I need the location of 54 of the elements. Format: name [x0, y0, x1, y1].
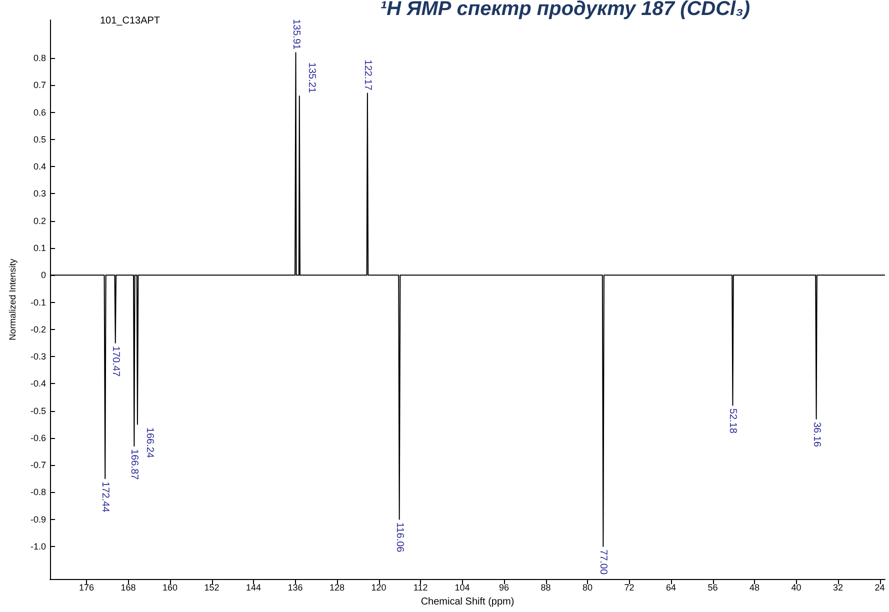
x-tick-label: 64 — [666, 582, 676, 593]
x-tick-label: 72 — [624, 582, 634, 593]
x-tick-label: 88 — [540, 582, 551, 593]
x-tick-label: 120 — [371, 582, 386, 593]
y-axis-title: Normalized Intensity — [8, 258, 18, 340]
y-tick-label: 0.1 — [33, 242, 46, 253]
y-tick-label: 0.5 — [33, 134, 46, 144]
y-tick-label: -0.1 — [30, 297, 46, 308]
y-tick-label: 0.6 — [33, 107, 46, 118]
annotation: 36.16 — [810, 422, 822, 448]
y-tick-label: -1.0 — [30, 542, 46, 552]
annotation: 77.00 — [598, 550, 609, 575]
annotation: 135.21 — [306, 62, 317, 94]
y-tick-label: -0.6 — [30, 432, 46, 443]
y-tick-label: 0.4 — [33, 162, 46, 172]
chart-title: ¹H ЯМР спектр продукту 187 (CDCl₃) — [380, 0, 750, 20]
y-tick-label: -0.8 — [30, 487, 46, 498]
y-tick-label: -0.2 — [30, 324, 46, 334]
x-tick-label: 128 — [330, 582, 345, 593]
x-axis-title: Chemical Shift (ppm) — [420, 596, 514, 608]
y-tick-label: -0.7 — [30, 460, 46, 470]
x-tick-label: 136 — [288, 582, 303, 593]
annotation: 166.24 — [144, 427, 155, 458]
x-tick-label: 144 — [246, 582, 262, 593]
y-tick-label: -0.5 — [30, 406, 46, 416]
y-tick-label: -0.4 — [30, 378, 46, 389]
x-tick-label: 24 — [874, 582, 885, 593]
annotation: 116.06 — [394, 522, 405, 553]
x-tick-label: 96 — [499, 582, 510, 593]
x-tick-label: 48 — [750, 582, 760, 593]
y-tick-label: -0.3 — [30, 352, 46, 362]
x-tick-label: 32 — [833, 582, 844, 593]
x-tick-label: 168 — [120, 582, 136, 593]
annotation: 170.47 — [110, 346, 121, 377]
x-tick-label: 176 — [79, 582, 94, 593]
y-tick-label: -0.9 — [30, 514, 46, 524]
x-tick-label: 112 — [413, 582, 428, 593]
annotation: 135.91 — [290, 18, 302, 50]
y-tick-label: 0.2 — [33, 216, 46, 226]
annotation: 172.44 — [100, 482, 111, 513]
annotation: 166.87 — [128, 449, 140, 480]
y-tick-label: 0 — [40, 270, 46, 280]
y-tick-label: 0.7 — [33, 80, 46, 90]
annotation: 122.17 — [362, 60, 373, 91]
x-tick-label: 160 — [162, 582, 178, 593]
x-tick-label: 56 — [708, 582, 718, 593]
x-tick-label: 40 — [791, 582, 802, 593]
x-tick-label: 104 — [454, 582, 470, 593]
x-tick-label: 152 — [204, 582, 220, 593]
y-tick-label: 0.8 — [33, 52, 46, 63]
annotation: 101_C13APT — [100, 16, 160, 26]
annotation: 52.18 — [727, 408, 738, 434]
y-tick-label: 0.3 — [33, 188, 46, 199]
x-tick-label: 80 — [582, 582, 593, 593]
